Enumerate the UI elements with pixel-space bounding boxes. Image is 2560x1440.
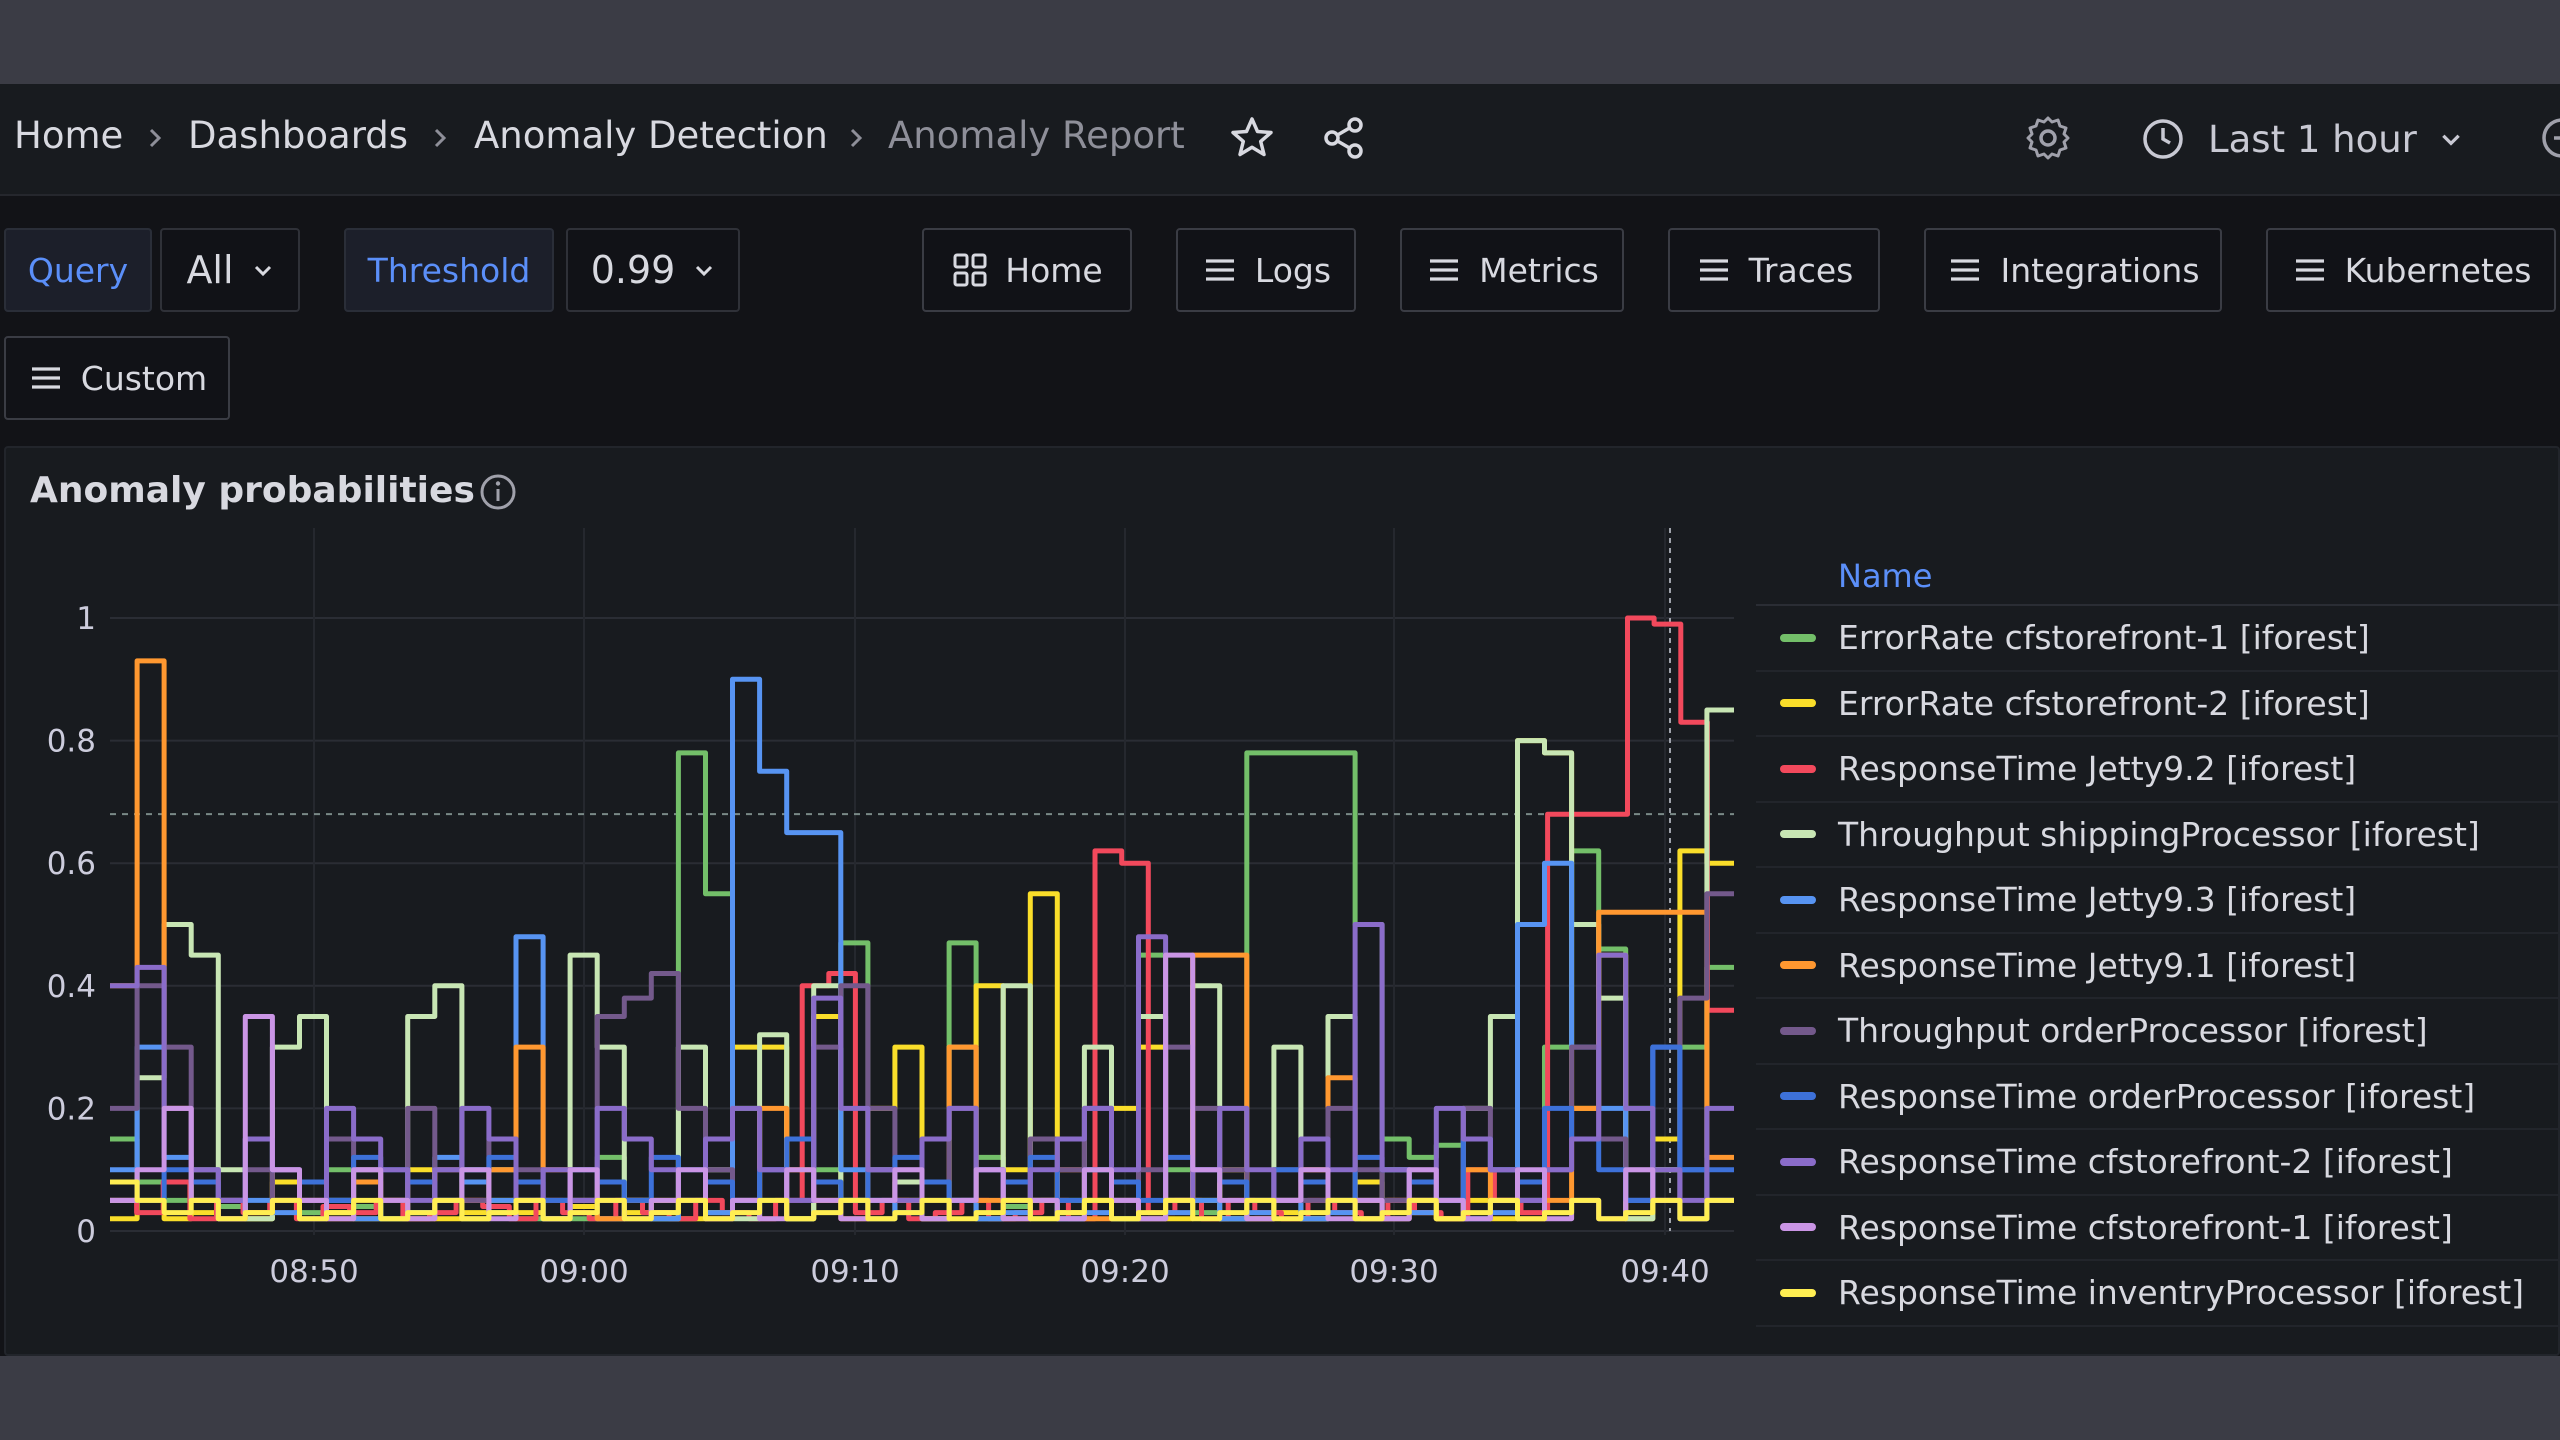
legend-label: Throughput orderProcessor [iforest] (1838, 1011, 2428, 1051)
legend-item[interactable]: Throughput orderProcessor [iforest] (1756, 999, 2560, 1065)
legend-swatch (1780, 1223, 1816, 1232)
legend-item[interactable]: ResponseTime Jetty9.1 [iforest] (1756, 934, 2560, 999)
query-variable-select[interactable]: All (160, 228, 300, 312)
x-tick-label: 09:40 (1620, 1254, 1709, 1290)
y-tick-label: 0.2 (47, 1091, 96, 1127)
legend-swatch (1780, 699, 1816, 708)
dashlink-kubernetes-label: Kubernetes (2344, 250, 2532, 290)
series-line[interactable] (110, 1179, 1734, 1222)
anomaly-probabilities-panel: Anomaly probabilities 0 0.2 0.4 0.6 0.8 1 08:5… (4, 446, 2560, 1356)
y-tick-label: 0.6 (47, 846, 96, 882)
menu-icon (2295, 259, 2324, 281)
legend-item[interactable]: ErrorRate cfstorefront-2 [iforest] (1756, 672, 2560, 737)
legend-item[interactable]: ResponseTime inventryProcessor [iforest] (1756, 1261, 2560, 1327)
legend-label: ResponseTime Jetty9.1 [iforest] (1838, 945, 2357, 985)
top-nav: Home Dashboards Anomaly Detection Anomal… (0, 84, 2560, 196)
legend-label: ErrorRate cfstorefront-1 [iforest] (1838, 618, 2370, 658)
legend-swatch (1780, 895, 1816, 904)
dashlink-custom-label: Custom (80, 358, 208, 398)
legend-label: ResponseTime orderProcessor [iforest] (1838, 1076, 2476, 1116)
dashboard-app: Home Dashboards Anomaly Detection Anomal… (0, 84, 2560, 1356)
legend-label: ResponseTime inventryProcessor [iforest] (1838, 1273, 2525, 1313)
star-icon[interactable] (1226, 112, 1278, 164)
threshold-variable-select[interactable]: 0.99 (566, 228, 740, 312)
breadcrumb-current-dashboard: Anomaly Report (888, 114, 1185, 157)
chevron-down-icon (696, 265, 713, 277)
anomaly-chart[interactable]: 0 0.2 0.4 0.6 0.8 1 08:50 09:00 09:10 09:20 09:30 0… (6, 528, 1746, 1348)
panel-title: Anomaly probabilities (30, 470, 475, 511)
menu-icon (1430, 259, 1459, 281)
x-tick-label: 09:20 (1080, 1254, 1169, 1290)
chevron-right-icon (846, 118, 866, 158)
series-line[interactable] (110, 952, 1734, 1222)
legend-item[interactable]: ErrorRate cfstorefront-1 [iforest] (1756, 606, 2560, 672)
legend-header[interactable]: Name (1756, 548, 2560, 606)
legend-item[interactable]: Throughput shippingProcessor [iforest] (1756, 803, 2560, 868)
legend-swatch (1780, 961, 1816, 970)
breadcrumb-home[interactable]: Home (14, 114, 124, 157)
x-tick-label: 09:10 (810, 1254, 899, 1290)
query-variable-value: All (186, 248, 234, 292)
dashlink-custom[interactable]: Custom (4, 336, 230, 420)
threshold-variable-label: Threshold (344, 228, 554, 312)
gear-icon[interactable] (2022, 112, 2074, 164)
legend-item[interactable]: ResponseTime Jetty9.2 [iforest] (1756, 737, 2560, 803)
clock-icon (2143, 119, 2183, 159)
dashlink-kubernetes[interactable]: Kubernetes (2266, 228, 2556, 312)
legend-swatch (1780, 764, 1816, 773)
y-tick-label: 0 (76, 1214, 96, 1250)
menu-icon (1699, 259, 1728, 281)
x-tick-label: 09:00 (539, 1254, 628, 1290)
y-tick-label: 1 (76, 601, 96, 637)
menu-icon (31, 367, 60, 389)
y-tick-label: 0.4 (47, 969, 96, 1005)
chevron-down-icon (254, 265, 271, 277)
share-icon[interactable] (1318, 112, 1370, 164)
y-tick-label: 0.8 (47, 724, 96, 760)
legend-item[interactable]: ResponseTime cfstorefront-2 [iforest] (1756, 1130, 2560, 1196)
zoom-out-icon[interactable] (2536, 112, 2560, 164)
chevron-right-icon (430, 118, 450, 158)
time-range-picker[interactable]: Last 1 hour (2140, 106, 2463, 172)
legend-swatch (1780, 1157, 1816, 1166)
menu-icon (1951, 259, 1980, 281)
legend-swatch (1780, 1288, 1816, 1297)
legend-item[interactable]: ResponseTime orderProcessor [iforest] (1756, 1065, 2560, 1130)
chevron-down-icon (2442, 134, 2460, 146)
legend-label: ResponseTime cfstorefront-2 [iforest] (1838, 1142, 2453, 1182)
dashlink-traces[interactable]: Traces (1668, 228, 1880, 312)
legend-swatch (1780, 633, 1816, 642)
legend-table: Name ErrorRate cfstorefront-1 [iforest] E… (1756, 548, 2560, 1327)
dashlink-logs-label: Logs (1254, 250, 1332, 290)
x-tick-label: 09:30 (1349, 1254, 1438, 1290)
dashlink-logs[interactable]: Logs (1176, 228, 1356, 312)
info-icon[interactable] (476, 470, 520, 514)
grid-icon (953, 253, 987, 287)
legend-label: ResponseTime cfstorefront-1 [iforest] (1838, 1207, 2453, 1247)
legend-swatch (1780, 1026, 1816, 1035)
breadcrumb-folder[interactable]: Anomaly Detection (474, 114, 828, 157)
query-variable-label: Query (4, 228, 152, 312)
dashlink-integrations[interactable]: Integrations (1924, 228, 2222, 312)
dashlink-home[interactable]: Home (922, 228, 1132, 312)
x-tick-label: 08:50 (269, 1254, 358, 1290)
legend-swatch (1780, 830, 1816, 839)
dashlink-traces-label: Traces (1748, 250, 1854, 290)
legend-item[interactable]: ResponseTime cfstorefront-1 [iforest] (1756, 1196, 2560, 1261)
time-range-label: Last 1 hour (2208, 117, 2417, 161)
breadcrumb-dashboards[interactable]: Dashboards (188, 114, 409, 157)
dashlink-home-label: Home (1005, 250, 1103, 290)
legend-label: ErrorRate cfstorefront-2 [iforest] (1838, 683, 2370, 723)
dashlink-metrics[interactable]: Metrics (1400, 228, 1624, 312)
menu-icon (1205, 259, 1234, 281)
dashlink-metrics-label: Metrics (1479, 250, 1599, 290)
legend-label: Throughput shippingProcessor [iforest] (1838, 814, 2480, 854)
dashlink-integrations-label: Integrations (2000, 250, 2200, 290)
chevron-right-icon (145, 118, 165, 158)
legend-label: ResponseTime Jetty9.2 [iforest] (1838, 749, 2357, 789)
legend-swatch (1780, 1092, 1816, 1101)
legend-label: ResponseTime Jetty9.3 [iforest] (1838, 880, 2357, 920)
threshold-variable-value: 0.99 (590, 248, 676, 292)
legend-item[interactable]: ResponseTime Jetty9.3 [iforest] (1756, 868, 2560, 934)
